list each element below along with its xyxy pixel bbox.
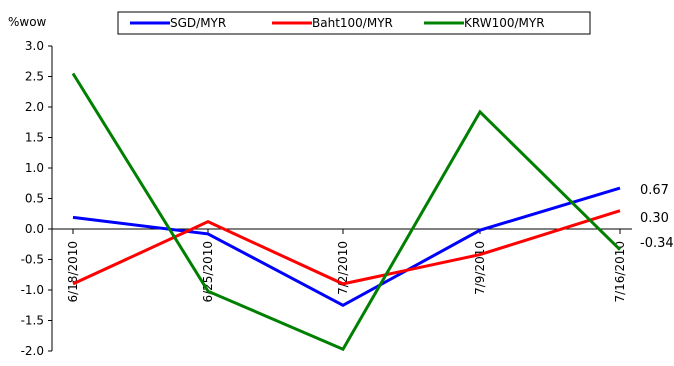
x-tick-label: 6/18/2010 bbox=[66, 241, 80, 303]
x-tick-label: 7/9/2010 bbox=[473, 241, 487, 295]
y-tick-label: -1.5 bbox=[21, 314, 44, 328]
y-tick-label: -0.5 bbox=[21, 253, 44, 267]
legend-box bbox=[117, 11, 591, 35]
legend-label: KRW100/MYR bbox=[464, 16, 545, 30]
y-tick-label: -2.0 bbox=[21, 344, 44, 358]
y-tick-label: 3.0 bbox=[25, 39, 44, 53]
y-axis-label: %wow bbox=[8, 15, 47, 29]
end-value-label: -0.34 bbox=[640, 236, 674, 251]
legend-label: Baht100/MYR bbox=[312, 16, 393, 30]
y-axis: 3.0 2.5 2.0 1.5 1.0 0.5 0.0 -0.5 -1.0 -1.5 -2.0 bbox=[21, 39, 52, 358]
series-lines bbox=[71, 72, 622, 352]
end-value-label: 0.30 bbox=[640, 211, 669, 226]
end-value-label: 0.67 bbox=[640, 183, 669, 198]
y-tick-label: 0.0 bbox=[25, 222, 44, 236]
y-tick-label: 1.5 bbox=[25, 131, 44, 145]
y-tick-label: 2.5 bbox=[25, 70, 44, 84]
series-line-3 bbox=[71, 72, 622, 352]
legend-label: SGD/MYR bbox=[170, 16, 226, 30]
x-tick-label: 7/2/2010 bbox=[336, 241, 350, 295]
y-tick-label: 0.5 bbox=[25, 192, 44, 206]
x-axis: 6/18/2010 6/25/2010 7/2/2010 7/9/2010 7/16/2… bbox=[66, 229, 627, 303]
x-tick-label: 7/16/2010 bbox=[613, 241, 627, 303]
y-tick-label: -1.0 bbox=[21, 283, 44, 297]
y-tick-label: 2.0 bbox=[25, 100, 44, 114]
legend: SGD/MYR Baht100/MYR KRW100/MYR bbox=[130, 16, 545, 30]
series-line-2 bbox=[72, 209, 621, 286]
end-labels: 0.67 0.30 -0.34 bbox=[640, 183, 674, 251]
y-tick-label: 1.0 bbox=[25, 161, 44, 175]
series-line-1 bbox=[72, 186, 621, 308]
